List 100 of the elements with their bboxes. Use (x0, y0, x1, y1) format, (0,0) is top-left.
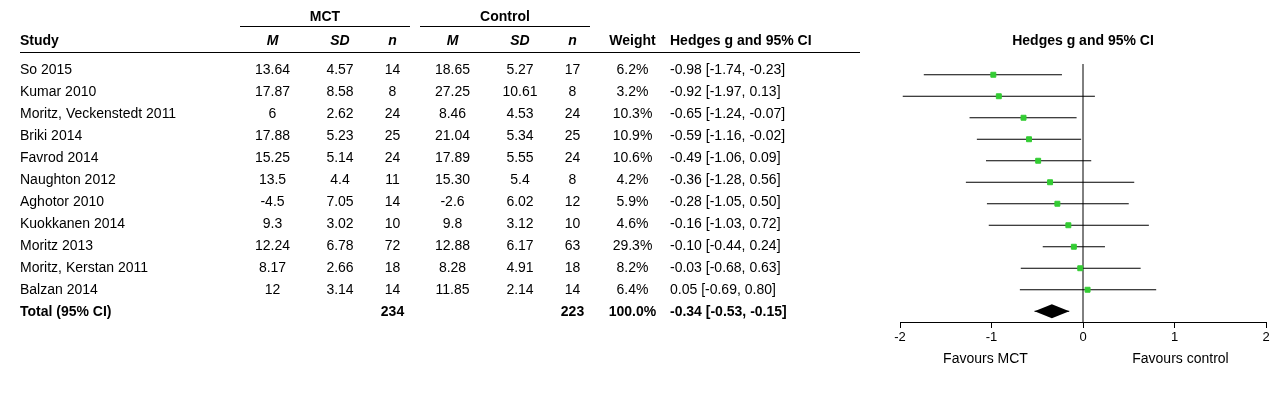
x-tick-label: -1 (985, 329, 998, 345)
text: 10 (383, 215, 402, 231)
text: 25 (383, 127, 402, 143)
text: -0.10 [-0.44, 0.24] (670, 237, 782, 253)
text: -4.5 (259, 193, 286, 209)
text: 11 (384, 171, 401, 187)
text: 12.24 (253, 237, 291, 253)
x-tick-label: 0 (1079, 329, 1087, 345)
text: 5.4 (509, 171, 531, 187)
text: 2.62 (325, 105, 355, 121)
text: Total (95% CI) (20, 303, 113, 319)
text: Balzan 2014 (20, 281, 99, 297)
text: n (387, 32, 398, 48)
text: 6.17 (505, 237, 535, 253)
text: 100.0% (607, 303, 658, 319)
text: 18.65 (433, 61, 471, 77)
text: 3.12 (505, 215, 535, 231)
text: 6 (267, 105, 278, 121)
text: 2.66 (325, 259, 355, 275)
text: 24 (563, 105, 582, 121)
text: 6.02 (505, 193, 535, 209)
text: 17.88 (253, 127, 291, 143)
text: SD (329, 32, 351, 48)
text: 17.89 (433, 149, 471, 165)
text: -2.6 (439, 193, 466, 209)
text: Control (420, 8, 590, 27)
text: 12 (263, 281, 282, 297)
text: 24 (563, 149, 582, 165)
text: 8 (567, 171, 578, 187)
text: 14 (383, 193, 402, 209)
text: Hedges g and 95% CI (670, 32, 813, 48)
text: 18 (563, 259, 582, 275)
text: 223 (559, 303, 586, 319)
text: SD (509, 32, 531, 48)
text: 4.91 (505, 259, 535, 275)
text: -0.34 [-0.53, -0.15] (670, 303, 788, 319)
text: 5.23 (325, 127, 355, 143)
text: 4.4 (329, 171, 351, 187)
text: 10.6% (611, 149, 654, 165)
text: 8 (567, 83, 578, 99)
text: 6.2% (615, 61, 650, 77)
text: 15.30 (433, 171, 471, 187)
text: 14 (383, 281, 402, 297)
text: n (567, 32, 578, 48)
text: 7.05 (325, 193, 355, 209)
text: 0.05 [-0.69, 0.80] (670, 281, 777, 297)
text: 5.55 (505, 149, 535, 165)
text: 6.4% (615, 281, 650, 297)
text: Moritz, Veckenstedt 2011 (20, 105, 178, 121)
text: 3.2% (615, 83, 650, 99)
text: 13.64 (253, 61, 291, 77)
text: 12 (563, 193, 582, 209)
text: 63 (563, 237, 582, 253)
text: 27.25 (433, 83, 471, 99)
text: Aghotor 2010 (20, 193, 106, 209)
text: 11.85 (434, 281, 471, 297)
text: 5.27 (505, 61, 535, 77)
text: MCT (240, 8, 410, 27)
text: M (265, 32, 280, 48)
text: 5.14 (325, 149, 355, 165)
text: 4.2% (615, 171, 650, 187)
text: 14 (383, 61, 402, 77)
text: Briki 2014 (20, 127, 84, 143)
text: Weight (608, 32, 657, 48)
text: 24 (383, 149, 402, 165)
text: Study (20, 32, 60, 48)
text: 5.9% (615, 193, 650, 209)
text: 10 (563, 215, 582, 231)
chart-title: Hedges g and 95% CI (1011, 32, 1155, 48)
text: 10.61 (501, 83, 539, 99)
text: 17.87 (253, 83, 291, 99)
text: 8.2% (615, 259, 650, 275)
text: -0.28 [-1.05, 0.50] (670, 193, 782, 209)
text: 8.46 (437, 105, 468, 121)
text: 4.53 (505, 105, 535, 121)
x-tick-label: -2 (894, 329, 906, 345)
text: 14 (563, 281, 582, 297)
text: Moritz, Kerstan 2011 (20, 259, 150, 275)
text: Moritz 2013 (20, 237, 95, 253)
text: -0.16 [-1.03, 0.72] (670, 215, 782, 231)
text: 24 (383, 105, 402, 121)
text: 10.3% (611, 105, 654, 121)
text: 3.14 (325, 281, 355, 297)
text: Naughton 2012 (20, 171, 117, 187)
text: 9.8 (441, 215, 464, 231)
text: 234 (379, 303, 406, 319)
text: 5.34 (505, 127, 535, 143)
text: 18 (383, 259, 402, 275)
text: M (445, 32, 460, 48)
text: -0.59 [-1.16, -0.02] (670, 127, 787, 143)
text: 2.14 (505, 281, 535, 297)
text: 8 (387, 83, 398, 99)
text: Kuokkanen 2014 (20, 215, 127, 231)
text: 8.28 (437, 259, 468, 275)
text: 15.25 (253, 149, 291, 165)
x-tick-label: 2 (1262, 329, 1270, 345)
text: 4.6% (615, 215, 650, 231)
text: 72 (383, 237, 402, 253)
text: -0.49 [-1.06, 0.09] (670, 149, 782, 165)
text: 3.02 (325, 215, 355, 231)
